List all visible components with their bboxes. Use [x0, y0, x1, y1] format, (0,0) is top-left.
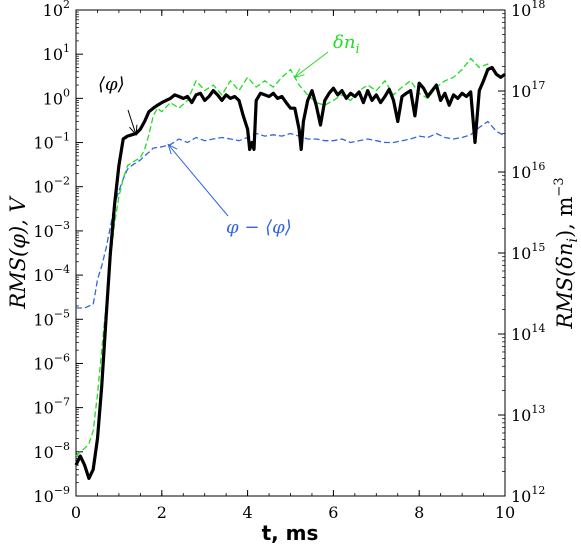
y-left-tick-base: 10: [33, 178, 53, 197]
y-axis-right-label-main: RMS(δn: [553, 243, 577, 330]
y-left-tick-base: 10: [33, 399, 53, 418]
annotation-arrowhead-2: [167, 143, 178, 155]
y-left-tick-label: 10−7: [33, 396, 70, 418]
y-left-tick-exp: 1: [63, 42, 70, 55]
y-left-tick-exp: −8: [54, 440, 70, 453]
y-left-tick-exp: −7: [54, 396, 70, 409]
y-left-tick-base: 10: [43, 89, 63, 108]
y-right-tick-exp: 16: [531, 160, 545, 173]
y-right-tick-label: 1014: [511, 322, 545, 344]
y-right-tick-label: 1018: [511, 0, 545, 20]
x-ticks: 0 2 4 6 8 10: [71, 10, 515, 522]
y-left-tick-label: 10−5: [33, 307, 70, 329]
annotation-arrow-2: [167, 144, 229, 217]
y-axis-right-label-sub: i: [565, 238, 581, 242]
y-right-tick-label: 1012: [511, 484, 545, 506]
y-right-tick-base: 10: [511, 1, 531, 20]
y-right-tick-exp: 14: [531, 322, 545, 335]
y-left-tick-base: 10: [43, 1, 63, 20]
y-left-ticks: 10210110010−110−210−310−410−510−610−710−…: [33, 0, 83, 506]
y-left-tick-label: 10−1: [33, 131, 70, 153]
y-right-tick-exp: 12: [531, 484, 545, 497]
y-axis-left-label: RMS(φ), V: [6, 196, 30, 310]
y-right-tick-base: 10: [511, 406, 531, 425]
annotation-arrowhead-0: [129, 124, 138, 137]
series-layer: [74, 57, 506, 480]
x-tick-label: 6: [328, 503, 338, 522]
y-right-tick-exp: 18: [531, 0, 545, 11]
x-tick-label: 2: [157, 503, 167, 522]
y-left-tick-base: 10: [33, 134, 53, 153]
y-right-tick-label: 1016: [511, 160, 545, 182]
y-right-tick-exp: 17: [531, 79, 545, 92]
y-right-tick-base: 10: [511, 163, 531, 182]
y-left-tick-label: 101: [43, 42, 70, 64]
y-left-tick-exp: −4: [54, 263, 70, 276]
y-left-tick-base: 10: [33, 443, 53, 462]
annotation-arrow-1: [294, 51, 329, 78]
annotation-text: δn: [333, 32, 355, 53]
y-right-tick-base: 10: [511, 487, 531, 506]
y-left-tick-exp: −3: [54, 219, 70, 232]
annotation-label-1: δni: [333, 32, 360, 57]
y-left-tick-exp: −9: [54, 484, 70, 497]
y-left-tick-label: 10−8: [33, 440, 70, 462]
y-right-tick-exp: 15: [531, 241, 545, 254]
y-left-tick-base: 10: [33, 487, 53, 506]
y-left-tick-label: 10−3: [33, 219, 70, 241]
y-left-tick-exp: −6: [54, 351, 70, 364]
y-left-tick-exp: 2: [63, 0, 70, 11]
y-left-tick-label: 10−6: [33, 351, 70, 373]
y-right-tick-label: 1013: [511, 403, 545, 425]
y-left-tick-label: 102: [43, 0, 70, 20]
annotation-layer: ⟨φ⟩ δni φ − ⟨φ⟩: [98, 32, 360, 238]
annotation-text: φ − ⟨φ⟩: [226, 217, 292, 238]
plot-area: [75, 9, 506, 497]
y-left-tick-base: 10: [33, 266, 53, 285]
y-right-tick-exp: 13: [531, 403, 545, 416]
y-left-tick-exp: −5: [54, 307, 70, 320]
x-tick-label: 4: [243, 503, 253, 522]
x-axis-label: t, ms: [262, 521, 319, 545]
annotation-text: ⟨φ⟩: [98, 74, 125, 95]
y-left-tick-base: 10: [33, 310, 53, 329]
y-left-tick-label: 10−9: [33, 484, 70, 506]
y-left-tick-label: 10−2: [33, 175, 70, 197]
x-tick-label: 8: [414, 503, 424, 522]
y-left-tick-exp: −1: [54, 131, 70, 144]
y-axis-right-label: RMS(δni), m−3: [552, 177, 581, 329]
x-tick-label: 10: [495, 503, 515, 522]
annotation-sub: i: [355, 42, 359, 57]
annotation-label-2: φ − ⟨φ⟩: [226, 217, 292, 238]
y-right-tick-label: 1015: [511, 241, 545, 263]
y-left-tick-exp: −2: [54, 175, 70, 188]
y-axis-right-label-tail: ), m: [553, 197, 577, 239]
y-right-tick-base: 10: [511, 244, 531, 263]
y-right-tick-base: 10: [511, 82, 531, 101]
x-tick-label: 0: [71, 503, 81, 522]
y-right-tick-base: 10: [511, 325, 531, 344]
annotation-arrowhead-1: [293, 68, 305, 79]
y-left-tick-exp: 0: [63, 86, 70, 99]
y-left-tick-label: 10−4: [33, 263, 70, 285]
annotation-arrow-0: [127, 109, 137, 135]
y-right-tick-label: 1017: [511, 79, 545, 101]
y-left-tick-base: 10: [33, 222, 53, 241]
series-line-0: [74, 65, 506, 480]
annotation-label-0: ⟨φ⟩: [98, 74, 125, 95]
y-left-tick-label: 100: [43, 86, 70, 108]
y-axis-right-label-exp: −3: [552, 177, 567, 196]
y-left-tick-base: 10: [33, 354, 53, 373]
y-left-tick-base: 10: [43, 45, 63, 64]
